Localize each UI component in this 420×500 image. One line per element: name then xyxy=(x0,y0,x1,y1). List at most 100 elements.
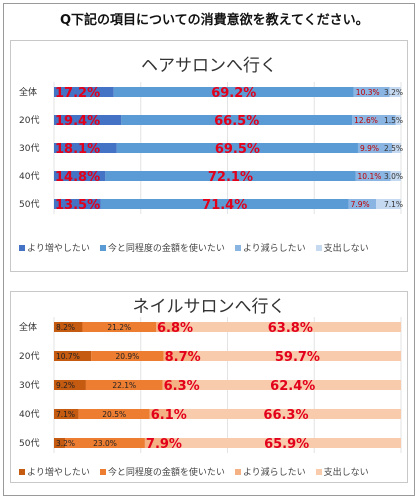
bar-segment xyxy=(54,322,83,332)
legend: より増やしたい 今と同程度の金額を使いたい より減らしたい 支出しない xyxy=(19,241,369,254)
bar-segment xyxy=(389,87,401,97)
data-label: 65.9% xyxy=(264,437,309,452)
nail-salon-plot: 全体 8.2% 21.2% 6.8% 63.8% 20代 10.7% 20.9% 8.7% 59.… xyxy=(19,317,402,453)
data-label: 62.4% xyxy=(270,379,315,394)
category-label: 20代 xyxy=(19,351,39,362)
data-label: 66.5% xyxy=(214,114,259,129)
legend-item: 支出しない xyxy=(315,465,369,478)
hair-salon-chart: ヘアサロンへ行く 全体 17.2% 69.2% 10.3% 3.2% 20代 19.4% 66… xyxy=(10,40,408,272)
bar-segment xyxy=(172,438,401,448)
legend-swatch xyxy=(315,244,322,251)
legend-swatch xyxy=(234,468,241,475)
bar-segment xyxy=(54,143,117,153)
data-label: 20.5% xyxy=(102,410,126,419)
category-label: 全体 xyxy=(19,86,37,98)
bar-segment xyxy=(355,171,391,181)
data-label: 69.2% xyxy=(211,86,256,101)
bar-segment xyxy=(65,438,145,448)
data-label: 18.1% xyxy=(55,142,100,157)
data-label: 71.4% xyxy=(202,198,247,213)
bar-segment xyxy=(54,351,92,361)
legend-label: 支出しない xyxy=(323,244,369,254)
legend-swatch xyxy=(19,244,25,251)
bar-segment xyxy=(156,322,180,332)
hair-salon-plot: 全体 17.2% 69.2% 10.3% 3.2% 20代 19.4% 66.5% 12.6% 1… xyxy=(19,82,403,214)
data-label: 19.4% xyxy=(55,114,100,129)
legend-item: より減らしたい xyxy=(234,241,306,254)
nail-salon-chart: ネイルサロンへ行く 全体 8.2% 21.2% 6.8% 63.8% 20代 10.7% 20… xyxy=(10,291,408,483)
legend-label: より減らしたい xyxy=(242,244,306,254)
legend: より増やしたい 今と同程度の金額を使いたい より減らしたい 支出しない xyxy=(19,465,369,478)
legend-swatch xyxy=(234,244,241,251)
bar-segment xyxy=(54,115,122,125)
data-label: 17.2% xyxy=(55,86,100,101)
data-label: 66.3% xyxy=(263,408,308,423)
legend-label: より増やしたい xyxy=(27,244,90,254)
bar-segment xyxy=(113,87,354,97)
bar-segment xyxy=(193,351,401,361)
bar-segment xyxy=(78,409,150,419)
bar-segment xyxy=(91,351,164,361)
data-label: 7.1% xyxy=(56,410,75,419)
legend-swatch xyxy=(99,244,106,251)
data-label: 3.0% xyxy=(384,172,403,181)
data-label: 20.9% xyxy=(115,352,139,361)
bar-segment xyxy=(163,351,194,361)
data-label: 59.7% xyxy=(275,350,320,365)
data-label: 8.7% xyxy=(165,350,201,365)
bar-segment xyxy=(392,143,401,153)
bar-segment xyxy=(54,438,66,448)
data-label: 7.9% xyxy=(146,437,182,452)
data-label: 10.1% xyxy=(358,172,382,181)
data-label: 13.5% xyxy=(55,198,100,213)
legend-item: より増やしたい xyxy=(19,241,90,254)
legend-item: 今と同程度の金額を使いたい xyxy=(99,241,225,254)
data-label: 2.5% xyxy=(384,144,403,153)
bar-segment xyxy=(85,380,163,390)
data-label: 63.8% xyxy=(268,321,313,336)
bar-segment xyxy=(100,199,349,209)
bar-segment xyxy=(162,380,185,390)
data-label: 69.5% xyxy=(215,142,260,157)
data-label: 14.8% xyxy=(55,170,100,185)
bar-segment xyxy=(170,409,401,419)
legend-label: より減らしたい xyxy=(242,468,306,478)
data-label: 12.6% xyxy=(354,116,378,125)
data-label: 6.8% xyxy=(157,321,193,336)
legend-item: 今と同程度の金額を使いたい xyxy=(99,465,225,478)
bar-segment xyxy=(54,409,79,419)
bar-segment xyxy=(395,115,401,125)
data-label: 21.2% xyxy=(107,323,131,332)
bar-segment xyxy=(116,143,358,153)
bar-segment xyxy=(348,199,377,209)
bar-segment xyxy=(121,115,353,125)
question-text: Q下記の項目についての消費意欲を教えてください。 xyxy=(60,13,369,28)
data-label: 6.1% xyxy=(151,408,187,423)
bar-segment xyxy=(54,171,106,181)
category-label: 50代 xyxy=(19,199,39,210)
legend-label: より増やしたい xyxy=(27,468,90,478)
bar-segment xyxy=(82,322,157,332)
legend-swatch xyxy=(19,468,25,475)
category-label: 全体 xyxy=(19,321,37,333)
data-label: 3.2% xyxy=(384,88,403,97)
legend-swatch xyxy=(99,468,106,475)
legend-label: 今と同程度の金額を使いたい xyxy=(107,468,225,478)
chart-title: ネイルサロンへ行く xyxy=(132,297,286,317)
bar-segment xyxy=(357,143,393,153)
data-label: 7.9% xyxy=(351,200,370,209)
category-label: 20代 xyxy=(19,115,39,126)
data-label: 6.3% xyxy=(164,379,200,394)
bar-segment xyxy=(105,171,356,181)
bar-segment xyxy=(376,199,401,209)
bar-segment xyxy=(149,409,171,419)
data-label: 72.1% xyxy=(208,170,253,185)
category-label: 40代 xyxy=(19,171,39,182)
category-label: 40代 xyxy=(19,409,39,420)
data-label: 10.7% xyxy=(56,352,80,361)
chart-title: ヘアサロンへ行く xyxy=(141,56,277,76)
category-label: 30代 xyxy=(19,380,39,391)
category-label: 50代 xyxy=(19,438,39,449)
category-label: 30代 xyxy=(19,143,39,154)
bar-segment xyxy=(54,380,86,390)
